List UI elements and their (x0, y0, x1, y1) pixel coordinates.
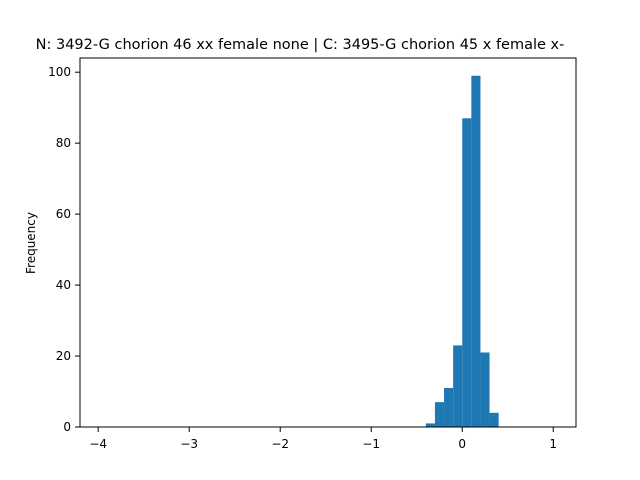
x-tick-label-5: 1 (549, 437, 557, 451)
x-tick-label-1: −3 (180, 437, 198, 451)
y-axis-label: Frequency (24, 212, 38, 274)
y-tick-label-3: 60 (56, 207, 71, 221)
y-axis-ticks: 0 20 40 60 80 100 (48, 65, 80, 434)
y-tick-label-2: 40 (56, 278, 71, 292)
plot-frame (80, 58, 576, 427)
histogram-bar-3 (453, 345, 462, 427)
y-tick-label-4: 80 (56, 136, 71, 150)
histogram-bar-6 (480, 352, 489, 427)
histogram-bar-5 (471, 76, 480, 427)
histogram-bars (426, 76, 499, 427)
histogram-bar-7 (490, 413, 499, 427)
histogram-bar-0 (426, 423, 435, 427)
histogram-bar-1 (435, 402, 444, 427)
x-tick-label-3: −1 (362, 437, 380, 451)
y-tick-label-5: 100 (48, 65, 71, 79)
y-tick-label-0: 0 (63, 420, 71, 434)
x-tick-label-0: −4 (89, 437, 107, 451)
x-axis-ticks: −4 −3 −2 −1 0 1 (89, 427, 557, 451)
x-tick-label-4: 0 (458, 437, 466, 451)
x-tick-label-2: −2 (271, 437, 289, 451)
histogram-bar-2 (444, 388, 453, 427)
histogram-bar-4 (462, 118, 471, 427)
chart-title: N: 3492-G chorion 46 xx female none | C:… (36, 37, 565, 53)
y-tick-label-1: 20 (56, 349, 71, 363)
